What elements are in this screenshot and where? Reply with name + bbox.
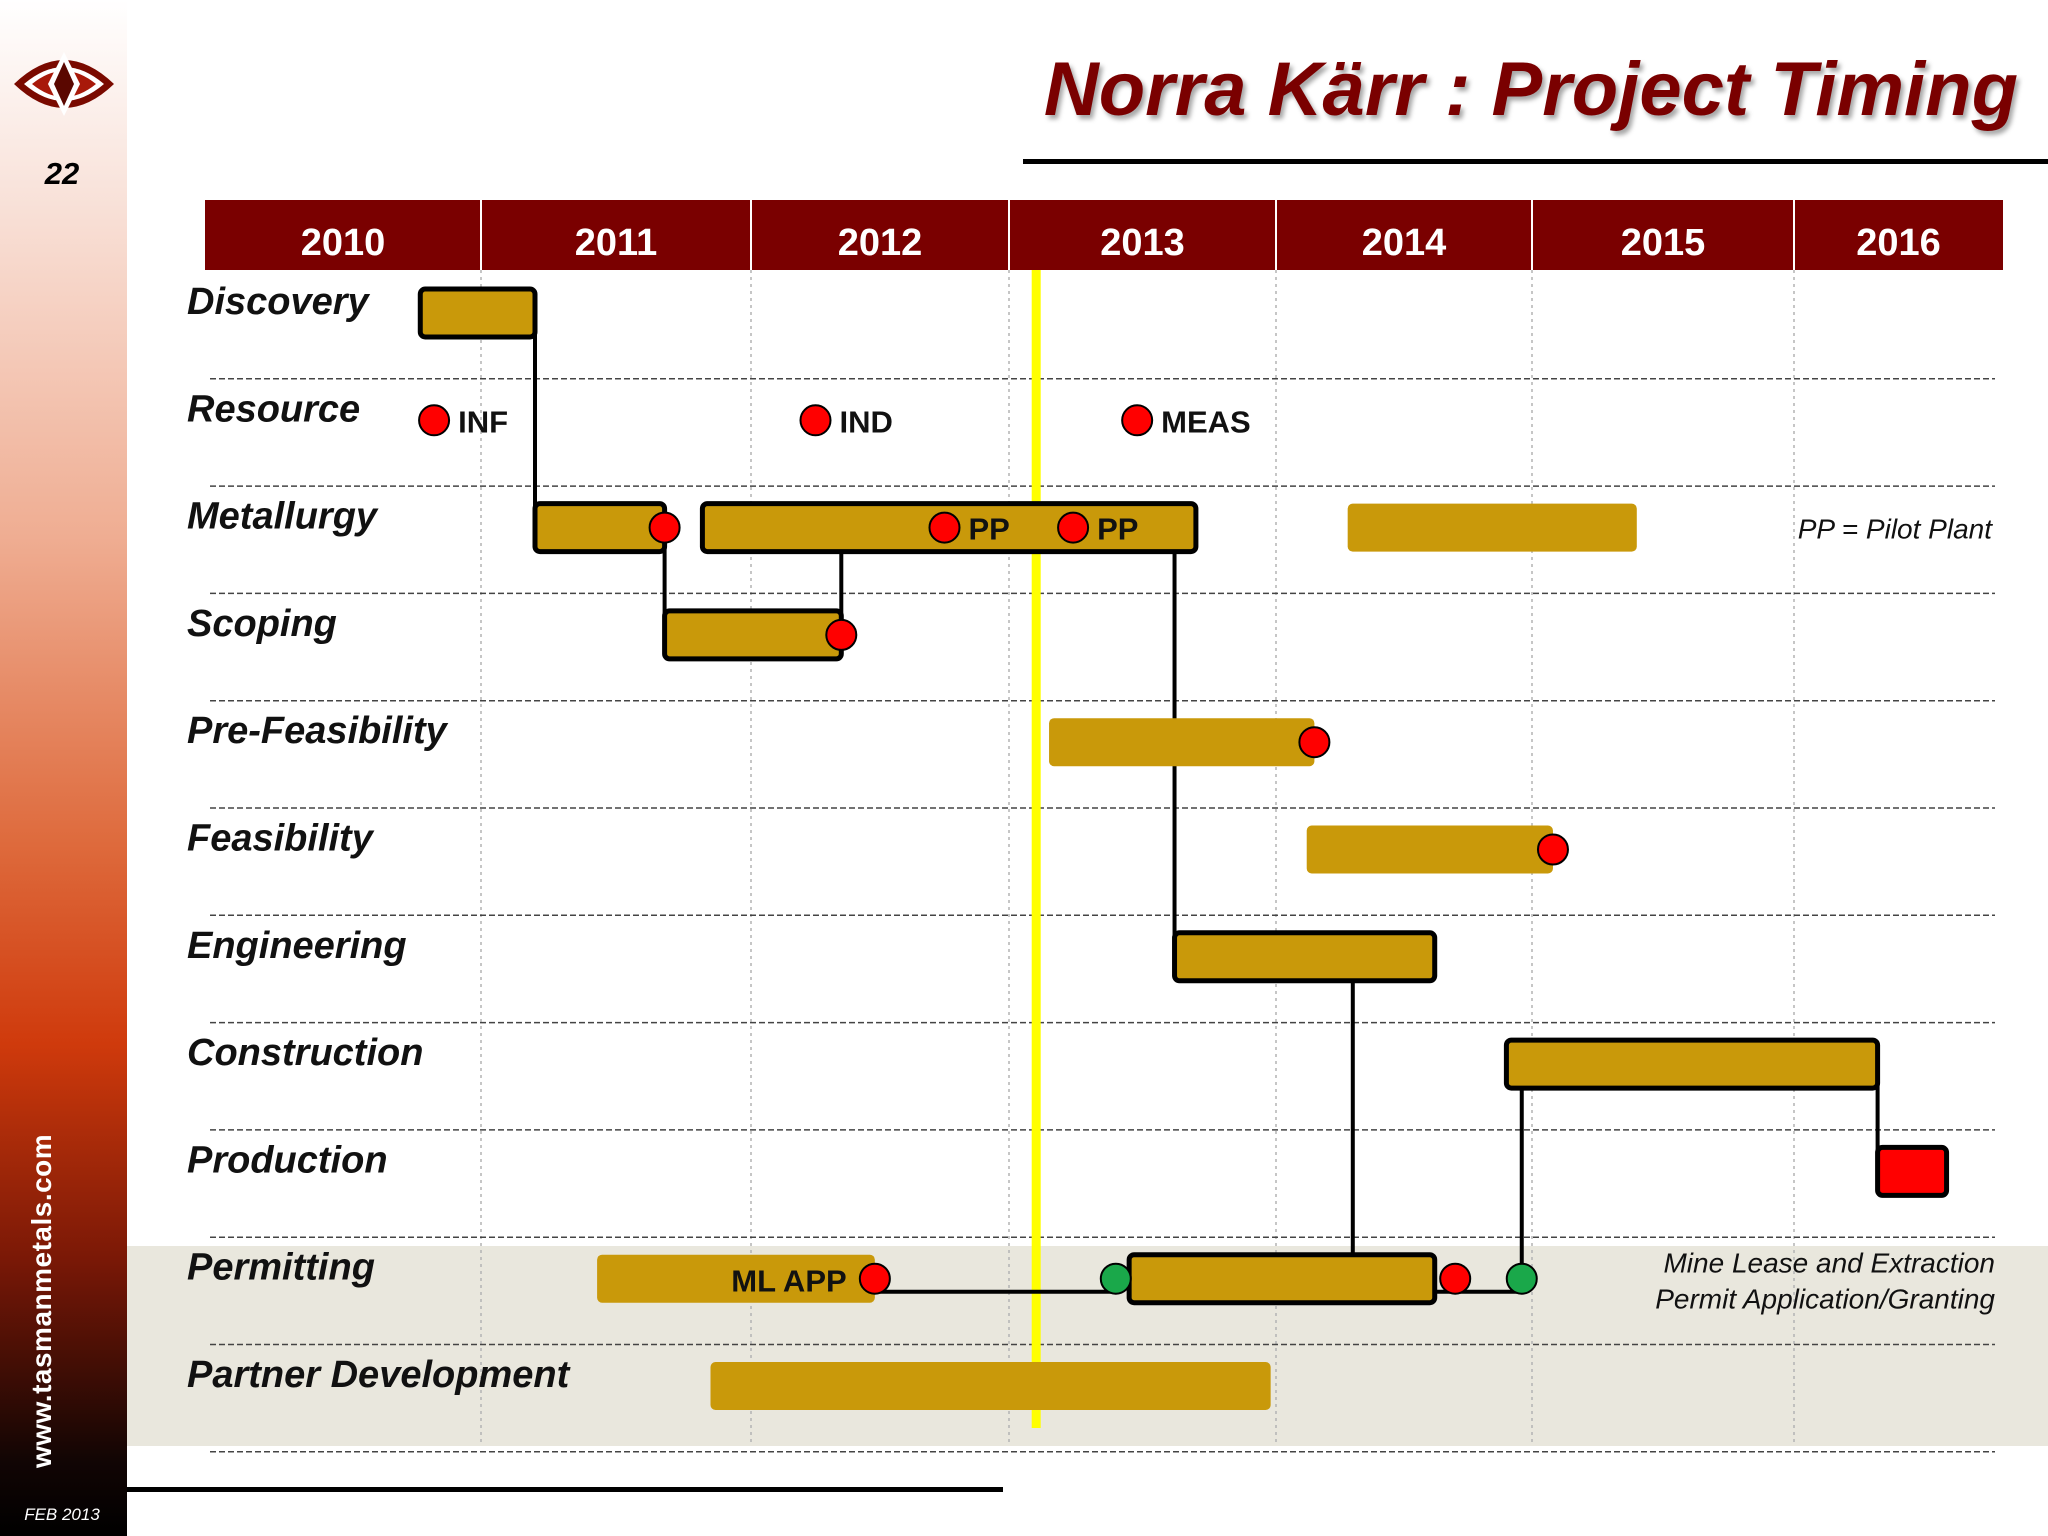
- page-number: 22: [44, 156, 80, 191]
- year-label: 2015: [1621, 222, 1706, 264]
- milestone-label: INF: [458, 404, 508, 439]
- milestone-marker: [1057, 511, 1090, 544]
- today-line: [1031, 270, 1041, 1428]
- row-label: Scoping: [187, 603, 337, 645]
- row-label: Resource: [187, 388, 360, 430]
- milestone-label: IND: [840, 404, 893, 439]
- dependency-lines: [533, 326, 1880, 1294]
- gantt-bar: [1306, 825, 1553, 874]
- year-label: 2013: [1100, 222, 1185, 264]
- year-label: 2011: [575, 222, 657, 264]
- milestone-marker: [648, 511, 681, 544]
- row-label: Construction: [187, 1032, 423, 1074]
- year-header: 2010 2011 2012 2013 2014 2015 2016: [205, 200, 2003, 270]
- production-bar: [1875, 1144, 1950, 1198]
- gantt-bar: [1049, 718, 1315, 767]
- gantt-bar: [532, 501, 668, 555]
- year-label: 2010: [301, 222, 386, 264]
- row-label: Engineering: [187, 925, 407, 967]
- gantt-bars: ML APP: [417, 286, 1950, 1410]
- row-label: Metallurgy: [187, 496, 379, 538]
- today-marker: [1031, 270, 1041, 1428]
- row-label: Pre-Feasibility: [187, 710, 449, 752]
- row-labels: Discovery Resource Metallurgy Scoping Pre-Fe…: [187, 281, 571, 1396]
- annotation-text: Mine Lease and Extraction: [1663, 1248, 1995, 1279]
- slide-title: Norra Kärr : Project Timing: [1043, 47, 2018, 132]
- header-bar: [205, 200, 2003, 270]
- milestone-label: PP: [969, 512, 1010, 547]
- row-label: Permitting: [187, 1247, 375, 1289]
- year-label: 2014: [1362, 222, 1447, 264]
- milestone-marker: [799, 404, 832, 437]
- milestone-marker: [858, 1262, 891, 1295]
- approval-marker: [1099, 1262, 1132, 1295]
- title-divider: [1023, 159, 2048, 164]
- annotations: PP = Pilot Plant Mine Lease and Extractio…: [1655, 514, 1995, 1315]
- milestone-label: PP: [1097, 512, 1138, 547]
- gantt-bar: [710, 1362, 1271, 1410]
- milestone-marker: [1536, 833, 1569, 866]
- annotation-text: Permit Application/Granting: [1655, 1284, 1995, 1315]
- gantt-bar: [1172, 930, 1438, 984]
- milestone-marker: [1121, 404, 1154, 437]
- milestones: INF IND MEAS PP PP: [418, 404, 1569, 1295]
- annotation-text: PP = Pilot Plant: [1798, 514, 1994, 545]
- footer-divider: [127, 1487, 1003, 1492]
- row-label: Feasibility: [187, 818, 375, 860]
- row-label: Production: [187, 1139, 388, 1181]
- milestone-label: MEAS: [1161, 404, 1251, 439]
- row-label: Partner Development: [187, 1354, 571, 1396]
- gantt-bar: [417, 286, 538, 340]
- footer-date: FEB 2013: [24, 1505, 100, 1524]
- row-label: Discovery: [187, 281, 371, 323]
- gantt-bar: [662, 608, 844, 662]
- milestone-marker: [928, 511, 961, 544]
- gantt-bar: [1347, 503, 1637, 552]
- gantt-bar: [597, 1254, 875, 1303]
- year-label: 2012: [838, 222, 923, 264]
- permitting-band: [127, 1246, 2048, 1446]
- gantt-bar: [1126, 1252, 1438, 1306]
- bar-label: ML APP: [731, 1264, 846, 1299]
- milestone-marker: [418, 404, 451, 437]
- milestone-marker: [1298, 726, 1331, 759]
- milestone-marker: [1439, 1262, 1472, 1295]
- gantt-grid: [210, 270, 1995, 1453]
- gantt-bar: [1503, 1037, 1881, 1091]
- eye-diamond-logo-icon: [14, 52, 114, 116]
- approval-marker: [1505, 1262, 1538, 1295]
- milestone-marker: [825, 618, 858, 651]
- sidebar: 22 www.tasmanmetals.com FEB 2013: [0, 0, 127, 1536]
- year-label: 2016: [1856, 222, 1941, 264]
